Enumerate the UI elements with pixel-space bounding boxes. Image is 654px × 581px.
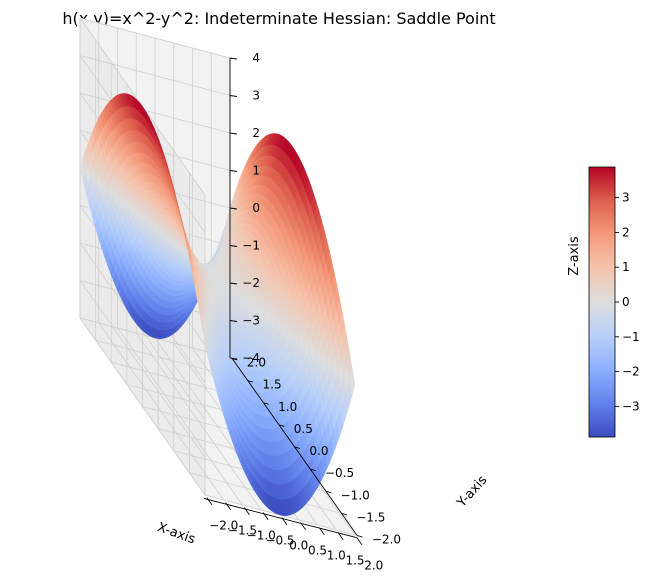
surface-patch xyxy=(349,369,356,397)
z-tick-label: 4 xyxy=(252,51,260,65)
y-tick-mark xyxy=(310,468,316,472)
x-tick-mark xyxy=(262,512,269,520)
y-tick-label: 1.0 xyxy=(278,400,297,414)
x-tick-label: −1.5 xyxy=(228,524,257,538)
x-tick-label: 1.0 xyxy=(327,549,346,563)
y-tick-mark xyxy=(294,446,301,449)
gridline xyxy=(79,17,231,59)
colorbar-tick-label: −3 xyxy=(622,399,640,413)
y-tick-mark xyxy=(247,380,254,383)
y-tick-label: −0.5 xyxy=(325,466,354,480)
z-tick-mark xyxy=(229,57,238,60)
z-tick-label: −2 xyxy=(242,276,260,290)
y-tick-mark xyxy=(357,535,363,538)
x-tick-label: −1.0 xyxy=(247,529,276,543)
x-tick-label: 0.5 xyxy=(308,544,327,558)
y-axis-label: Y-axis xyxy=(454,473,491,512)
z-tick-label: 1 xyxy=(252,164,260,178)
y-tick-label: 0.0 xyxy=(309,444,328,458)
colorbar-ticks: −3 −2 −1 0 1 2 3 xyxy=(615,191,640,413)
z-tick-label: −1 xyxy=(242,239,260,253)
chart-title: h(x,y)=x^2-y^2: Indeterminate Hessian: S… xyxy=(62,9,495,28)
gridline xyxy=(79,55,231,96)
z-tick-label: −4 xyxy=(242,351,260,365)
colorbar-tick-label: 1 xyxy=(622,260,630,274)
z-tick-mark xyxy=(229,320,238,322)
x-tick-mark xyxy=(206,497,213,505)
colorbar-tick-label: 3 xyxy=(622,191,630,205)
z-tick-mark xyxy=(229,245,238,247)
y-tick-mark xyxy=(263,402,269,405)
z-tick-label: 3 xyxy=(252,89,260,103)
y-tick-mark xyxy=(341,513,347,516)
z-tick-mark xyxy=(229,170,238,172)
x-tick-label: 1.5 xyxy=(345,554,364,568)
colorbar-tick-label: 0 xyxy=(622,295,630,309)
y-axis: −2.0−1.5−1.0−0.50.00.51.01.52.0 xyxy=(231,356,401,547)
y-tick-label: 0.5 xyxy=(294,422,313,436)
gridline xyxy=(79,280,206,458)
gridline xyxy=(79,242,206,421)
x-tick-label: 2.0 xyxy=(364,559,383,573)
z-axis-label: Z-axis xyxy=(567,236,582,276)
x-tick-label: −2.0 xyxy=(209,519,238,533)
x-tick-mark xyxy=(337,532,344,540)
z-tick-mark xyxy=(229,282,238,285)
z-tick-label: −3 xyxy=(242,314,260,328)
x-axis: −2.0−1.5−1.0−0.50.0 0.5 1.0 1.5 2.0 xyxy=(203,497,383,573)
z-tick-label: 0 xyxy=(252,201,260,215)
x-tick-label: 0.0 xyxy=(289,539,308,553)
x-axis-label: X-axis xyxy=(155,520,197,548)
x-tick-mark xyxy=(281,517,288,525)
gridline xyxy=(79,317,206,496)
x-tick-mark xyxy=(356,537,363,545)
x-tick-mark xyxy=(244,507,250,515)
y-tick-label: 2.0 xyxy=(247,356,266,370)
y-tick-label: −2.0 xyxy=(372,533,401,547)
y-tick-label: −1.5 xyxy=(356,510,385,524)
x-axis-line xyxy=(203,498,357,539)
y-tick-label: −1.0 xyxy=(341,488,370,502)
x-tick-label: −0.5 xyxy=(265,534,294,548)
colorbar: −3 −2 −1 0 1 2 3 xyxy=(588,166,640,438)
colorbar-gradient xyxy=(588,166,616,438)
y-axis-line xyxy=(231,358,358,536)
z-axis: −4 −3 −2 −1 0 1 2 3 4 xyxy=(229,51,260,365)
x-tick-mark xyxy=(300,522,306,530)
gridline xyxy=(79,92,231,134)
colorbar-tick-label: 2 xyxy=(622,225,630,239)
y-tick-label: 1.5 xyxy=(263,378,282,392)
surface-plot xyxy=(79,93,356,516)
y-tick-mark xyxy=(232,358,238,361)
z-tick-mark xyxy=(229,95,238,97)
colorbar-tick-label: −1 xyxy=(622,330,640,344)
z-tick-mark xyxy=(229,207,238,210)
z-tick-label: 2 xyxy=(252,126,260,140)
x-tick-mark xyxy=(319,527,325,535)
y-tick-mark xyxy=(279,424,285,427)
z-tick-mark xyxy=(229,132,238,135)
y-tick-mark xyxy=(325,490,332,494)
x-tick-mark xyxy=(225,502,231,510)
colorbar-tick-label: −2 xyxy=(622,365,640,379)
